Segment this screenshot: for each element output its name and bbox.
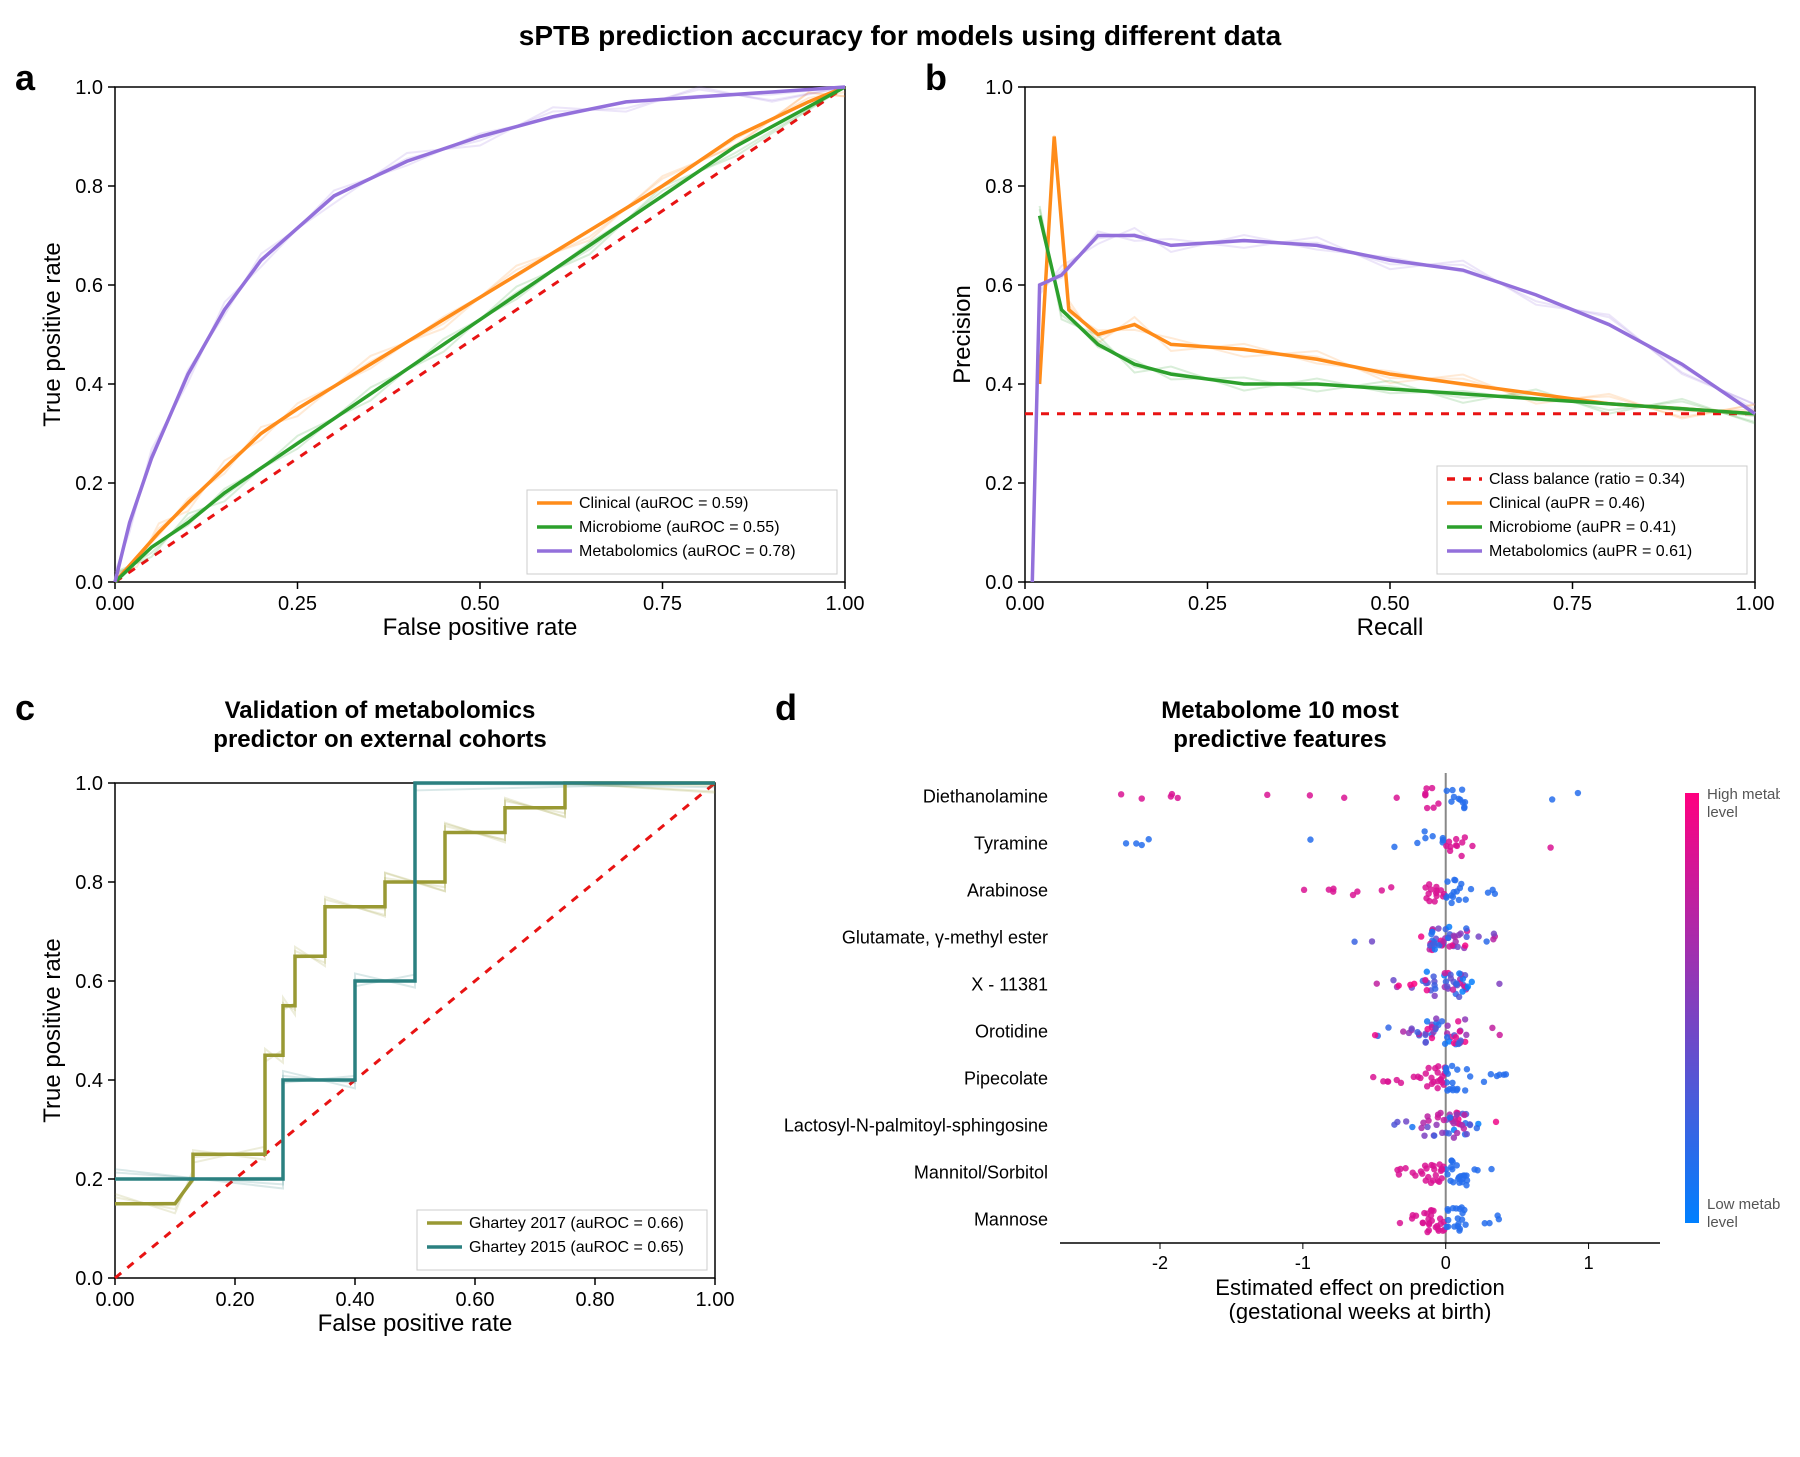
svg-text:0.4: 0.4: [75, 1070, 103, 1092]
svg-text:Diethanolamine: Diethanolamine: [923, 786, 1048, 806]
svg-text:0.50: 0.50: [461, 593, 500, 615]
svg-text:0.6: 0.6: [75, 971, 103, 993]
svg-text:Mannose: Mannose: [974, 1209, 1048, 1229]
svg-text:Pipecolate: Pipecolate: [964, 1068, 1048, 1088]
svg-text:-1: -1: [1295, 1253, 1311, 1273]
svg-text:True positive rate: True positive rate: [39, 242, 66, 427]
svg-text:X - 11381: X - 11381: [971, 974, 1048, 994]
panel-d-title: Metabolome 10 mostpredictive features: [780, 697, 1780, 755]
svg-text:False positive rate: False positive rate: [383, 614, 578, 641]
svg-text:0.0: 0.0: [985, 572, 1013, 594]
svg-text:Estimated effect on prediction: Estimated effect on prediction: [1215, 1275, 1504, 1300]
bottom-row: c Validation of metabolomicspredictor on…: [20, 697, 1780, 1343]
svg-text:1.00: 1.00: [696, 1289, 735, 1311]
svg-text:Orotidine: Orotidine: [975, 1021, 1048, 1041]
svg-text:0.4: 0.4: [985, 374, 1013, 396]
svg-text:0.00: 0.00: [96, 593, 135, 615]
panel-a: a 0.000.250.500.751.000.00.20.40.60.81.0…: [20, 67, 870, 647]
panel-c-title: Validation of metabolomicspredictor on e…: [20, 697, 740, 755]
svg-text:0.75: 0.75: [643, 593, 682, 615]
svg-text:0.50: 0.50: [1371, 593, 1410, 615]
svg-text:0.0: 0.0: [75, 572, 103, 594]
svg-text:0.00: 0.00: [1006, 593, 1045, 615]
svg-text:1.0: 1.0: [75, 77, 103, 99]
main-title: sPTB prediction accuracy for models usin…: [20, 20, 1780, 52]
panel-letter-b: b: [925, 57, 947, 99]
svg-text:0.60: 0.60: [456, 1289, 495, 1311]
svg-text:Low metabolite: Low metabolite: [1707, 1196, 1780, 1213]
svg-text:0.2: 0.2: [75, 473, 103, 495]
svg-text:0.40: 0.40: [336, 1289, 375, 1311]
svg-text:0.0: 0.0: [75, 1268, 103, 1290]
svg-text:1: 1: [1584, 1253, 1594, 1273]
svg-text:High metabolite: High metabolite: [1707, 786, 1780, 803]
svg-text:0.8: 0.8: [75, 872, 103, 894]
svg-text:Mannitol/Sorbitol: Mannitol/Sorbitol: [914, 1162, 1048, 1182]
svg-text:False positive rate: False positive rate: [318, 1310, 513, 1337]
panel-d: d Metabolome 10 mostpredictive features …: [780, 697, 1780, 1343]
panel-b: b 0.000.250.500.751.000.00.20.40.60.81.0…: [930, 67, 1780, 647]
panel-c: c Validation of metabolomicspredictor on…: [20, 697, 740, 1343]
svg-text:Precision: Precision: [949, 285, 976, 384]
svg-text:0.6: 0.6: [985, 275, 1013, 297]
panel-letter-d: d: [775, 687, 797, 729]
svg-text:(gestational weeks at birth): (gestational weeks at birth): [1229, 1299, 1492, 1323]
svg-text:1.0: 1.0: [75, 773, 103, 795]
svg-text:Ghartey 2015 (auROC = 0.65): Ghartey 2015 (auROC = 0.65): [469, 1239, 684, 1256]
svg-text:Recall: Recall: [1357, 614, 1424, 641]
svg-text:Microbiome (auROC = 0.55): Microbiome (auROC = 0.55): [579, 519, 780, 536]
svg-text:1.00: 1.00: [826, 593, 865, 615]
svg-text:level: level: [1707, 804, 1738, 821]
svg-text:0.25: 0.25: [278, 593, 317, 615]
svg-text:0.4: 0.4: [75, 374, 103, 396]
figure: sPTB prediction accuracy for models usin…: [20, 20, 1780, 1343]
svg-text:Metabolomics (auPR = 0.61): Metabolomics (auPR = 0.61): [1489, 543, 1692, 560]
svg-text:level: level: [1707, 1214, 1738, 1231]
svg-text:0.75: 0.75: [1553, 593, 1592, 615]
svg-text:0.2: 0.2: [75, 1169, 103, 1191]
svg-text:Metabolomics (auROC = 0.78): Metabolomics (auROC = 0.78): [579, 543, 796, 560]
top-row: a 0.000.250.500.751.000.00.20.40.60.81.0…: [20, 67, 1780, 647]
svg-text:Class balance (ratio = 0.34): Class balance (ratio = 0.34): [1489, 471, 1685, 488]
svg-text:Microbiome (auPR = 0.41): Microbiome (auPR = 0.41): [1489, 519, 1676, 536]
svg-text:0.8: 0.8: [985, 176, 1013, 198]
svg-text:0.6: 0.6: [75, 275, 103, 297]
svg-text:Clinical (auPR = 0.46): Clinical (auPR = 0.46): [1489, 495, 1645, 512]
svg-text:Lactosyl-N-palmitoyl-sphingosi: Lactosyl-N-palmitoyl-sphingosine: [784, 1115, 1048, 1135]
svg-text:Ghartey 2017 (auROC = 0.66): Ghartey 2017 (auROC = 0.66): [469, 1215, 684, 1232]
svg-text:0: 0: [1441, 1253, 1451, 1273]
svg-text:1.00: 1.00: [1736, 593, 1775, 615]
svg-text:Tyramine: Tyramine: [974, 833, 1048, 853]
svg-text:0.00: 0.00: [96, 1289, 135, 1311]
svg-text:0.20: 0.20: [216, 1289, 255, 1311]
svg-text:0.8: 0.8: [75, 176, 103, 198]
svg-text:0.80: 0.80: [576, 1289, 615, 1311]
svg-text:Clinical (auROC = 0.59): Clinical (auROC = 0.59): [579, 495, 748, 512]
svg-text:1.0: 1.0: [985, 77, 1013, 99]
svg-text:Arabinose: Arabinose: [967, 880, 1048, 900]
svg-text:0.2: 0.2: [985, 473, 1013, 495]
svg-text:True positive rate: True positive rate: [39, 938, 66, 1123]
panel-letter-a: a: [15, 57, 35, 99]
svg-text:0.25: 0.25: [1188, 593, 1227, 615]
svg-text:-2: -2: [1152, 1253, 1168, 1273]
svg-text:Glutamate, γ-methyl ester: Glutamate, γ-methyl ester: [842, 927, 1048, 947]
panel-letter-c: c: [15, 687, 35, 729]
